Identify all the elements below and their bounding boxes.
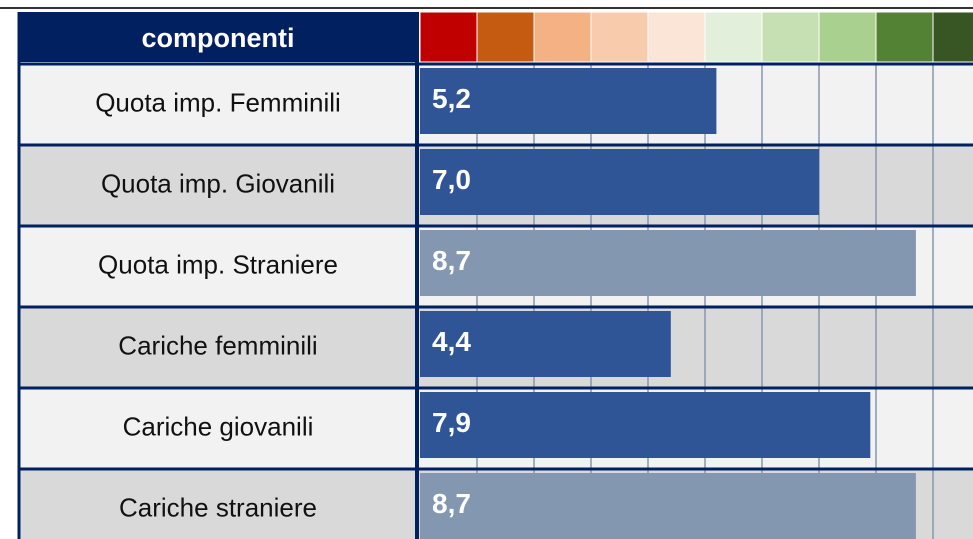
scale-swatch bbox=[761, 11, 820, 63]
bar bbox=[420, 311, 671, 377]
bar bbox=[420, 230, 916, 296]
bar bbox=[420, 149, 819, 215]
label-cell bbox=[19, 388, 417, 469]
header-label: componenti bbox=[142, 23, 295, 53]
value-label: 5,2 bbox=[432, 83, 471, 114]
value-label: 7,9 bbox=[432, 407, 471, 438]
scale-swatch bbox=[647, 11, 706, 63]
scale-swatch bbox=[590, 11, 649, 63]
category-label: Quota imp. Femminili bbox=[95, 87, 341, 117]
scale-swatch bbox=[533, 11, 592, 63]
bar bbox=[420, 392, 871, 458]
category-label: Quota imp. Straniere bbox=[98, 249, 338, 279]
value-label: 8,7 bbox=[432, 245, 471, 276]
value-label: 7,0 bbox=[432, 164, 471, 195]
value-label: 8,7 bbox=[432, 488, 471, 519]
label-cell bbox=[19, 307, 417, 388]
header-cell bbox=[19, 12, 417, 62]
label-cell bbox=[19, 226, 417, 307]
bar bbox=[420, 473, 916, 539]
category-label: Quota imp. Giovanili bbox=[101, 168, 335, 198]
value-label: 4,4 bbox=[432, 326, 471, 357]
label-cell bbox=[19, 145, 417, 226]
label-cell bbox=[19, 469, 417, 539]
scale-swatch bbox=[419, 11, 478, 63]
category-label: Cariche straniere bbox=[119, 492, 317, 522]
label-cell bbox=[19, 64, 417, 145]
scale-swatch bbox=[476, 11, 535, 63]
scale-swatch bbox=[704, 11, 763, 63]
category-label: Cariche giovanili bbox=[123, 411, 314, 441]
scale-swatch bbox=[818, 11, 877, 63]
bar bbox=[420, 68, 717, 134]
scale-swatch bbox=[875, 11, 934, 63]
scale-swatch bbox=[932, 11, 973, 63]
category-label: Cariche femminili bbox=[118, 330, 317, 360]
